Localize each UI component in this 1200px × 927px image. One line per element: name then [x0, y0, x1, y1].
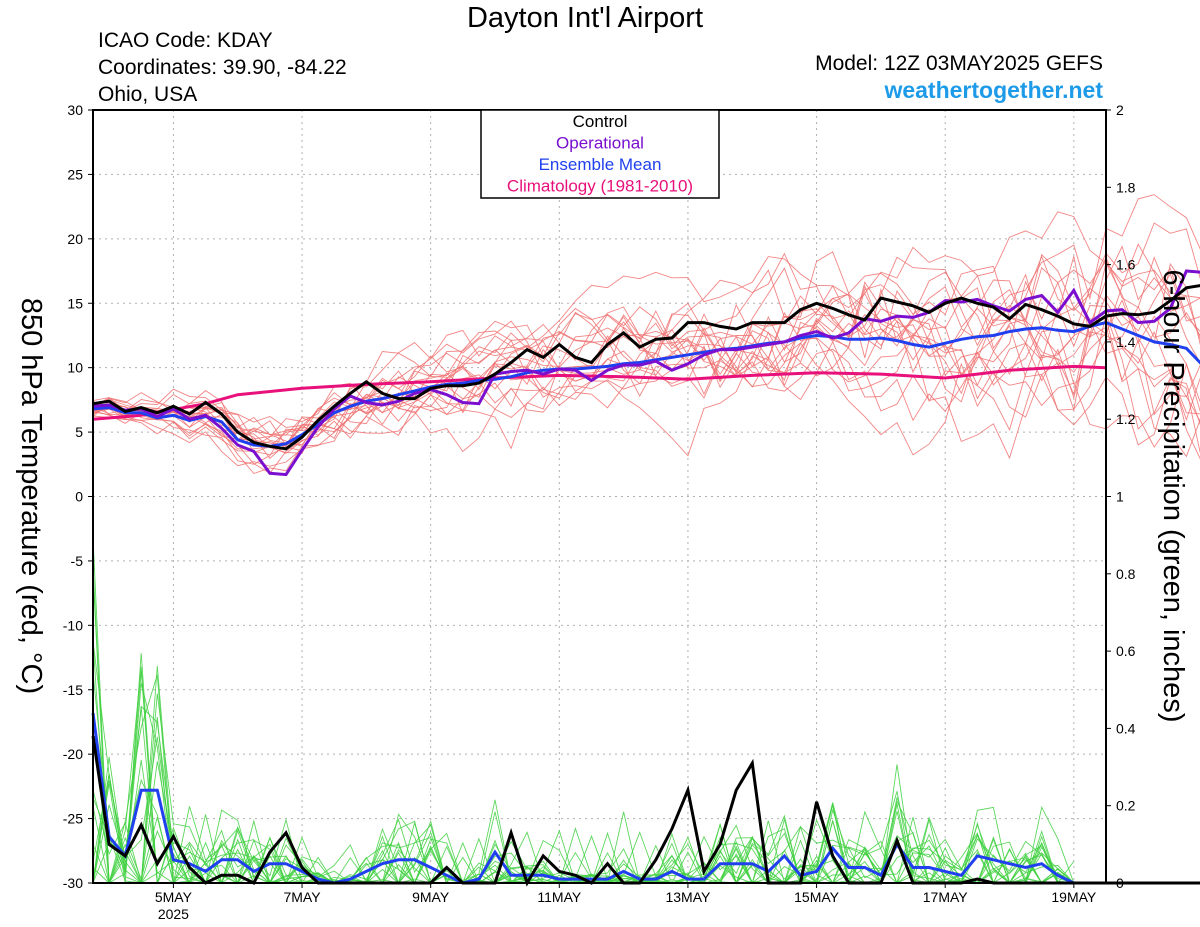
- legend-entry: Ensemble Mean: [539, 155, 662, 174]
- x-tick-label: 9MAY: [412, 889, 450, 905]
- temperature-member-line: [92, 279, 1200, 447]
- left-tick-label: -20: [63, 746, 83, 762]
- left-tick-label: 30: [67, 102, 83, 118]
- model-run: Model: 12Z 03MAY2025 GEFS: [815, 52, 1103, 75]
- legend-box: [480, 109, 720, 199]
- right-tick-label: 0.4: [1116, 720, 1136, 736]
- right-tick-label: 1.6: [1116, 257, 1136, 273]
- left-tick-label: -15: [63, 682, 83, 698]
- left-tick-label: 15: [67, 295, 83, 311]
- location: Ohio, USA: [98, 83, 198, 106]
- x-tick-label: 17MAY: [923, 889, 969, 905]
- precipitation-member-line: [92, 665, 1074, 885]
- x-tick-sublabel: 2025: [158, 906, 189, 922]
- right-tick-label: 1.2: [1116, 411, 1136, 427]
- right-tick-label: 0.2: [1116, 798, 1136, 814]
- coordinates: Coordinates: 39.90, -84.22: [98, 56, 347, 79]
- temperature-member-line: [92, 305, 1200, 467]
- right-tick-label: 0.8: [1116, 566, 1136, 582]
- left-tick-label: -25: [63, 811, 83, 827]
- left-tick-label: 25: [67, 166, 83, 182]
- temperature-member-line: [92, 261, 1200, 460]
- x-tick-label: 7MAY: [283, 889, 321, 905]
- operational-temperature-line: [92, 269, 1200, 477]
- chart-title: Dayton Int'l Airport: [466, 2, 704, 34]
- precipitation-member-line: [92, 565, 1075, 885]
- left-tick-label: 20: [67, 231, 83, 247]
- x-tick-label: 5MAY: [155, 889, 193, 905]
- temperature-member-line: [92, 256, 1200, 456]
- ensemble-mean-temperature-line: [92, 321, 1200, 448]
- control-temperature-line: [92, 284, 1200, 451]
- right-axis-title: 6-hour Precipitation (green, inches): [1157, 270, 1189, 723]
- station-info: ICAO Code: KDAY Coordinates: 39.90, -84.…: [98, 27, 347, 108]
- model-info: Model: 12Z 03MAY2025 GEFS weathertogethe…: [815, 50, 1103, 104]
- x-tick-label: 11MAY: [537, 889, 581, 905]
- left-tick-label: 0: [75, 489, 83, 505]
- right-tick-label: 1: [1116, 489, 1124, 505]
- icao-code: ICAO Code: KDAY: [98, 29, 273, 52]
- temperature-member-line: [92, 293, 1200, 448]
- legend-entry: Control: [573, 112, 628, 131]
- x-tick-label: 13MAY: [665, 889, 711, 905]
- legend: Control Operational Ensemble Mean Climatolo…: [480, 109, 720, 199]
- x-tick-label: 19MAY: [1051, 889, 1097, 905]
- right-tick-label: 2: [1116, 102, 1124, 118]
- precipitation-member-line: [92, 761, 1074, 885]
- precipitation-member-line: [92, 640, 1074, 884]
- temperature-member-line: [92, 222, 1200, 454]
- left-tick-label: 10: [67, 360, 83, 376]
- left-tick-label: -10: [63, 617, 83, 633]
- climatology-line: [92, 364, 1107, 421]
- temperature-member-line: [92, 211, 1200, 465]
- control-precipitation-line: [91, 735, 1200, 887]
- right-tick-label: 1.4: [1116, 334, 1136, 350]
- right-axis: 0 0.2 0.4 0.6 0.8 1 1.2 1.4 1.6 1.8 2: [1106, 102, 1136, 891]
- temperature-member-line: [92, 306, 1200, 460]
- brand-link[interactable]: weathertogether.net: [884, 77, 1103, 103]
- right-tick-label: 0.6: [1116, 643, 1136, 659]
- precipitation-members: [92, 537, 1075, 885]
- precipitation-member-line: [92, 537, 1074, 885]
- left-axis-title: 850 hPa Temperature (red, °C): [15, 298, 47, 694]
- precipitation-member-line: [92, 674, 1074, 885]
- left-tick-label: 5: [75, 424, 83, 440]
- legend-entry: Climatology (1981-2010): [507, 177, 693, 196]
- right-tick-label: 1.8: [1116, 179, 1136, 195]
- right-tick-label: 0: [1116, 875, 1124, 891]
- gridlines: [93, 110, 1106, 883]
- legend-entry: Operational: [556, 134, 644, 153]
- left-axis: -30 -25 -20 -15 -10 -5 0 5 10 15 20 25 30: [63, 102, 93, 891]
- left-tick-label: -30: [63, 875, 83, 891]
- temperature-member-line: [92, 266, 1200, 474]
- left-tick-label: -5: [71, 553, 84, 569]
- x-tick-label: 15MAY: [794, 889, 840, 905]
